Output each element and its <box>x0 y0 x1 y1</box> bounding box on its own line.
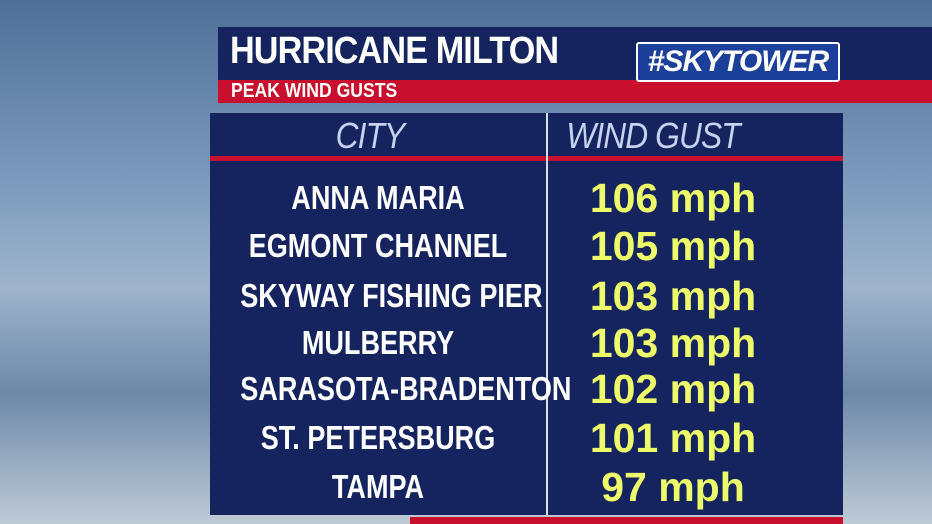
wind-gust: 102 mph <box>589 366 757 412</box>
column-divider <box>546 113 548 515</box>
header-rule <box>210 156 843 161</box>
city-name: MULBERRY <box>301 324 455 361</box>
city-name: EGMONT CHANNEL <box>248 227 508 264</box>
column-header: WIND GUST <box>566 115 740 156</box>
title: HURRICANE MILTON <box>230 30 559 72</box>
city-name: SKYWAY FISHING PIER <box>240 277 543 314</box>
city-name: ST. PETERSBURG <box>260 419 496 456</box>
wind-gust: 101 mph <box>589 415 757 461</box>
city-name: ANNA MARIA <box>291 179 465 216</box>
table-panel <box>210 113 843 515</box>
wind-gust: 103 mph <box>589 320 757 366</box>
wind-gust: 97 mph <box>601 464 745 510</box>
wind-gust: 105 mph <box>589 223 757 269</box>
column-header: CITY <box>335 115 406 156</box>
city-name: SARASOTA-BRADENTON <box>240 370 572 407</box>
wind-gust: 106 mph <box>589 175 757 221</box>
subtitle-bar <box>218 80 932 103</box>
subtitle: PEAK WIND GUSTS <box>231 80 398 102</box>
footer-rule <box>410 517 843 524</box>
wind-gust: 103 mph <box>589 273 757 319</box>
city-name: TAMPA <box>331 468 425 505</box>
logo: #SKYTOWER <box>636 42 840 82</box>
